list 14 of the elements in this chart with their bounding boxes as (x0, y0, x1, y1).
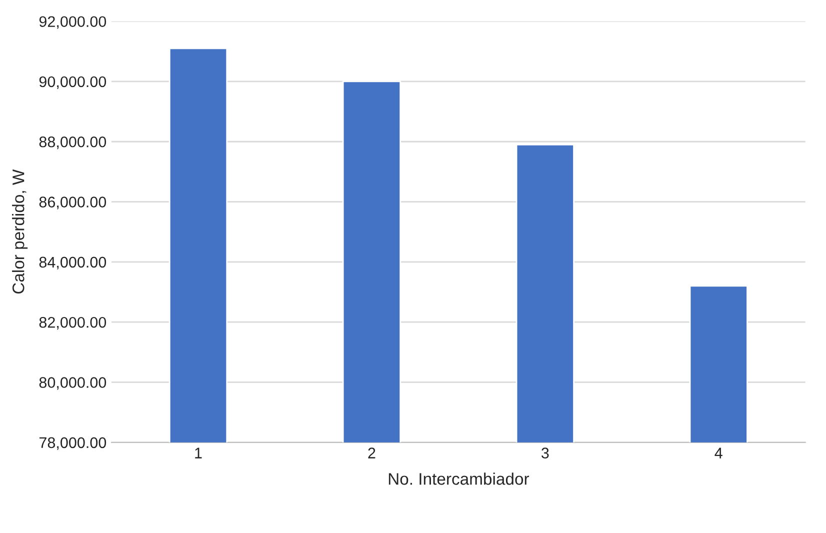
x-tick-label: 4 (714, 448, 722, 458)
x-tick-label: 3 (541, 448, 549, 458)
x-axis-title: No. Intercambiador (388, 472, 530, 485)
y-tick-label: 88,000.00 (39, 136, 106, 150)
y-tick-label: 82,000.00 (39, 316, 106, 330)
x-tick-label: 2 (368, 448, 376, 458)
y-tick-label: 92,000.00 (39, 16, 106, 29)
y-tick-label: 80,000.00 (39, 377, 106, 390)
y-tick-label: 86,000.00 (39, 196, 106, 210)
y-tick-label: 90,000.00 (39, 76, 106, 89)
x-tick-label: 1 (195, 448, 202, 458)
y-axis-title: Calor perdido, W (12, 169, 28, 294)
y-tick-label: 78,000.00 (39, 437, 106, 450)
y-tick-label: 84,000.00 (39, 256, 106, 270)
